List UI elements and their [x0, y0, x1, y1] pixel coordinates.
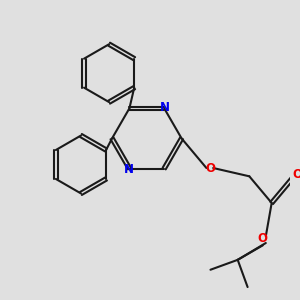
Text: O: O: [292, 168, 300, 181]
Text: N: N: [124, 163, 134, 176]
Text: O: O: [205, 161, 215, 175]
Text: N: N: [160, 101, 170, 114]
Text: O: O: [257, 232, 267, 245]
